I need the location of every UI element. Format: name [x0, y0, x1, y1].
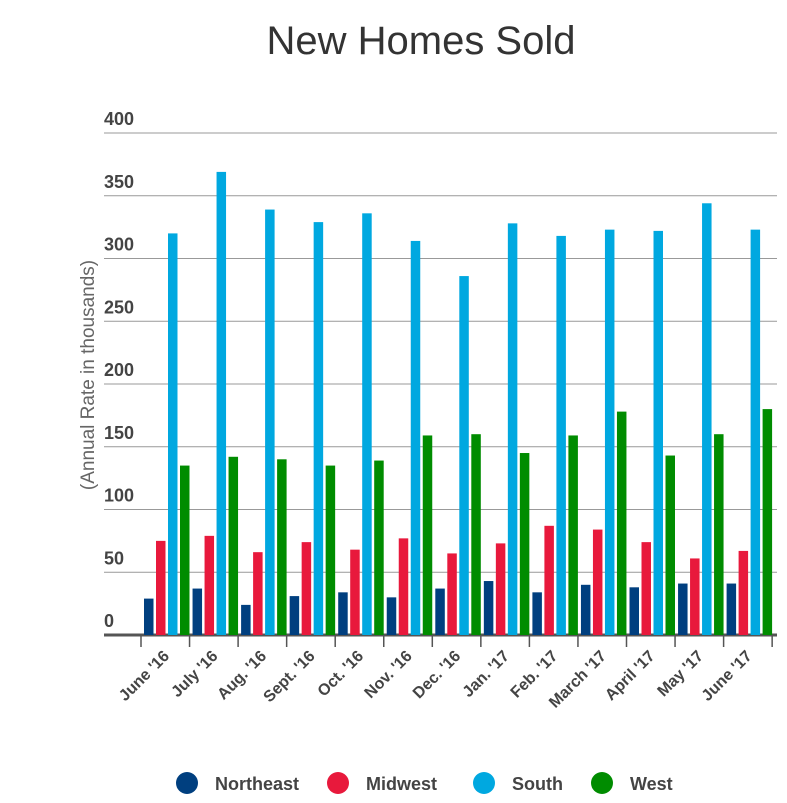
- bar-south: [556, 235, 566, 635]
- legend-marker-northeast: [176, 772, 198, 794]
- bar-northeast: [241, 604, 251, 635]
- bar-midwest: [690, 558, 700, 635]
- legend-marker-south: [473, 772, 495, 794]
- bar-west: [277, 459, 287, 635]
- bar-midwest: [738, 550, 749, 635]
- bar-midwest: [592, 529, 603, 635]
- bar-south: [216, 171, 227, 635]
- bar-northeast: [338, 592, 348, 635]
- bar-midwest: [156, 540, 166, 635]
- bar-midwest: [350, 549, 360, 635]
- bar-northeast: [192, 588, 203, 635]
- bar-west: [325, 465, 336, 635]
- bar-west: [374, 460, 384, 635]
- y-tick-label: 200: [104, 360, 134, 380]
- bar-northeast: [289, 596, 300, 635]
- bar-south: [362, 213, 372, 635]
- bar-northeast: [678, 583, 688, 635]
- bar-midwest: [301, 542, 312, 635]
- bar-south: [265, 209, 275, 635]
- y-axis-label: (Annual Rate in thousands): [78, 260, 99, 490]
- bar-midwest: [544, 525, 554, 635]
- bar-northeast: [726, 583, 737, 635]
- bar-west: [228, 456, 239, 635]
- bar-west: [568, 435, 578, 635]
- y-tick-label: 50: [104, 548, 124, 568]
- bar-south: [507, 223, 518, 636]
- x-tick-label: Dec. '16: [410, 648, 464, 702]
- bar-west: [762, 409, 773, 635]
- x-tick-label: Nov. '16: [362, 648, 416, 702]
- y-tick-label: 250: [104, 297, 134, 317]
- bar-south: [604, 229, 615, 635]
- bar-south: [313, 222, 324, 636]
- bar-midwest: [447, 553, 457, 635]
- legend-label-northeast: Northeast: [215, 774, 299, 794]
- legend-marker-west: [591, 772, 613, 794]
- y-tick-label: 300: [104, 235, 134, 255]
- bar-west: [180, 465, 190, 635]
- bar-midwest: [204, 535, 215, 635]
- bar-northeast: [629, 587, 639, 635]
- bar-northeast: [435, 588, 445, 635]
- bar-midwest: [253, 552, 263, 635]
- x-tick-label: June '17: [699, 648, 756, 705]
- bar-northeast: [483, 581, 494, 635]
- bar-south: [410, 240, 421, 635]
- bar-west: [471, 434, 481, 635]
- bar-northeast: [532, 592, 542, 635]
- x-tick-label: June '16: [116, 648, 173, 705]
- y-tick-label: 150: [104, 423, 134, 443]
- bar-west: [616, 411, 627, 635]
- y-tick-label: 350: [104, 172, 134, 192]
- bar-west: [714, 434, 724, 635]
- y-tick-label: 0: [104, 611, 114, 631]
- chart-title: New Homes Sold: [266, 19, 575, 63]
- x-tick-label: Sept. '16: [261, 648, 319, 706]
- bar-midwest: [398, 538, 409, 635]
- legend-label-west: West: [630, 774, 673, 794]
- x-tick-label: July '16: [168, 648, 221, 701]
- bar-northeast: [580, 584, 591, 635]
- bar-west: [519, 453, 530, 635]
- bar-midwest: [495, 543, 506, 635]
- bar-south: [459, 276, 469, 635]
- bar-south: [653, 230, 663, 635]
- bar-west: [422, 435, 433, 635]
- bar-northeast: [386, 597, 397, 635]
- bar-west: [665, 455, 675, 635]
- bar-northeast: [144, 598, 154, 635]
- legend-label-south: South: [512, 774, 563, 794]
- y-tick-label: 100: [104, 486, 134, 506]
- x-tick-label: Jan. '17: [460, 648, 513, 701]
- bar-south: [168, 233, 178, 635]
- bar-south: [750, 229, 761, 635]
- x-tick-label: Oct. '16: [315, 648, 368, 701]
- y-tick-label: 400: [104, 109, 134, 129]
- bar-south: [702, 203, 712, 635]
- bar-midwest: [641, 542, 651, 635]
- legend-label-midwest: Midwest: [366, 774, 437, 794]
- x-tick-label: April '17: [602, 648, 658, 704]
- legend-marker-midwest: [327, 772, 349, 794]
